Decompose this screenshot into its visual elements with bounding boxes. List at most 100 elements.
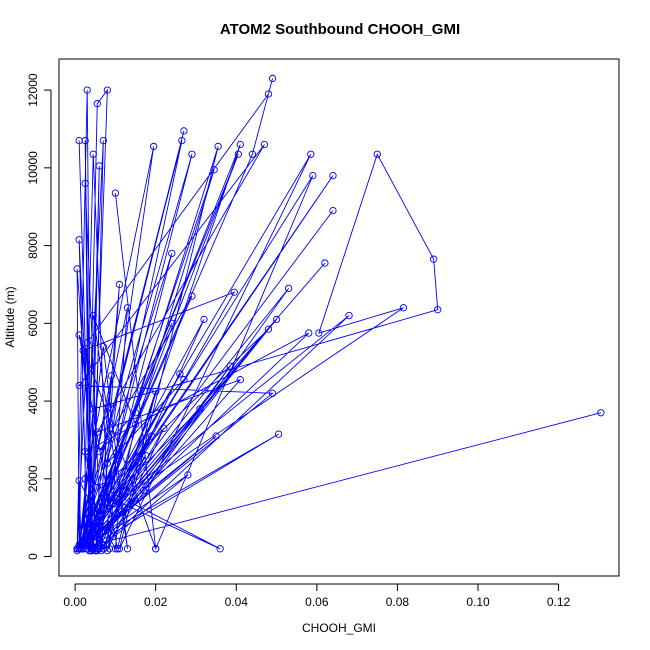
data-point — [75, 331, 83, 339]
data-point — [81, 475, 89, 483]
data-point — [315, 329, 323, 337]
data-point — [214, 142, 222, 151]
data-point — [87, 545, 95, 553]
data-point — [111, 189, 120, 197]
data-point — [111, 545, 120, 553]
x-axis-label: CHOOH_GMI — [302, 621, 376, 635]
series-layer — [73, 74, 605, 555]
data-point — [73, 265, 81, 273]
data-point — [168, 319, 176, 327]
data-point — [168, 249, 176, 258]
data-point — [89, 529, 97, 537]
data-point — [99, 482, 107, 491]
data-point — [284, 284, 293, 292]
plot-frame — [58, 58, 620, 577]
data-point — [196, 405, 204, 413]
data-point — [103, 86, 112, 94]
data-point — [141, 451, 150, 460]
data-point — [107, 372, 116, 380]
data-point — [103, 547, 112, 555]
data-point — [268, 389, 277, 397]
data-point — [309, 171, 317, 180]
data-point — [99, 342, 107, 351]
data-point — [210, 166, 218, 174]
data-point — [75, 381, 83, 390]
y-tick-label: 10000 — [26, 151, 40, 185]
data-point — [321, 259, 329, 267]
data-point — [399, 304, 408, 312]
y-axis-label: Altitude (m) — [3, 286, 17, 347]
data-point — [89, 543, 97, 551]
data-point — [75, 545, 83, 553]
data-point — [93, 428, 101, 436]
x-tick-label: 0.04 — [225, 595, 249, 609]
data-point — [150, 142, 158, 151]
data-point — [113, 545, 122, 553]
data-point — [79, 346, 87, 355]
data-point — [79, 543, 87, 551]
data-point — [81, 179, 89, 188]
data-point — [430, 255, 438, 263]
data-point — [83, 339, 91, 347]
series-line — [76, 78, 601, 552]
data-point — [113, 451, 122, 460]
y-tick-label: 8000 — [26, 232, 40, 259]
data-point — [152, 545, 160, 553]
data-point — [152, 387, 160, 396]
data-point — [305, 329, 313, 337]
data-point — [268, 74, 277, 83]
data-point — [264, 325, 273, 333]
data-point — [226, 362, 234, 370]
data-point — [212, 432, 220, 440]
data-point — [75, 541, 83, 549]
data-point — [91, 545, 99, 553]
x-tick-label: 0.12 — [547, 595, 571, 609]
x-tick-label: 0.00 — [63, 595, 87, 609]
data-point — [89, 311, 97, 320]
data-point — [184, 471, 192, 479]
data-point — [95, 447, 103, 456]
data-point — [329, 171, 337, 180]
x-tick-label: 0.06 — [305, 595, 329, 609]
data-point — [89, 150, 97, 158]
y-tick-label: 2000 — [26, 465, 40, 492]
data-point — [236, 140, 244, 149]
data-point — [81, 447, 89, 456]
data-point — [200, 315, 208, 324]
data-point — [131, 409, 140, 417]
data-point — [139, 486, 148, 495]
data-point — [264, 90, 273, 98]
data-point — [180, 376, 188, 384]
data-point — [123, 304, 132, 312]
data-point — [81, 136, 89, 145]
data-point — [160, 424, 168, 432]
data-point — [79, 545, 87, 553]
data-point — [260, 140, 269, 149]
data-point — [329, 206, 337, 215]
data-point — [123, 545, 132, 553]
x-tick-label: 0.02 — [144, 595, 168, 609]
data-point — [99, 136, 107, 145]
data-point — [115, 545, 124, 553]
data-point — [180, 127, 188, 135]
data-point — [216, 545, 224, 553]
data-point — [176, 370, 184, 378]
y-tick-label: 4000 — [26, 387, 40, 414]
data-point — [272, 315, 281, 324]
y-tick-label: 6000 — [26, 310, 40, 337]
chart-title: ATOM2 Southbound CHOOH_GMI — [220, 21, 460, 38]
data-point — [93, 100, 101, 108]
data-point — [234, 150, 242, 158]
data-point — [95, 162, 103, 170]
data-point — [103, 459, 112, 467]
data-point — [99, 541, 107, 549]
data-point — [373, 150, 381, 158]
data-point — [307, 150, 315, 158]
data-point — [188, 150, 196, 158]
data-point — [83, 86, 91, 94]
data-point — [91, 547, 99, 555]
data-point — [236, 376, 244, 384]
data-point — [75, 236, 83, 244]
